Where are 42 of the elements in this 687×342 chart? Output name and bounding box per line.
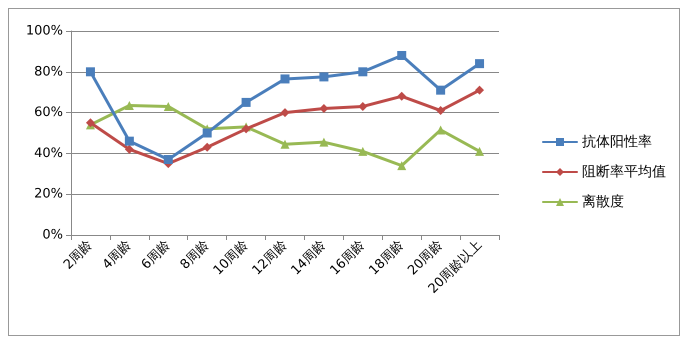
- x-tick-label: 2周龄: [60, 238, 96, 273]
- y-tick-label: 20%: [34, 186, 63, 202]
- point: [242, 98, 251, 107]
- y-tick-label: 100%: [26, 24, 63, 38]
- point: [397, 92, 406, 101]
- point: [475, 59, 484, 68]
- x-tick-label: 14周龄: [288, 238, 330, 278]
- point: [358, 67, 368, 76]
- legend-label: 抗体阳性率: [582, 134, 652, 150]
- legend-label: 阻断率平均值: [582, 164, 666, 180]
- x-tick-label: 8周龄: [178, 238, 212, 273]
- x-tick-label: 4周龄: [100, 238, 135, 273]
- x-tick-label: 10周龄: [210, 238, 252, 278]
- y-tick-label: 0%: [42, 228, 63, 242]
- x-tick-label: 16周龄: [327, 238, 368, 278]
- y-tick-label: 40%: [34, 146, 63, 161]
- point: [280, 74, 290, 84]
- point: [397, 161, 406, 170]
- point: [164, 155, 173, 164]
- point: [319, 138, 328, 147]
- point: [124, 136, 134, 146]
- point: [202, 128, 212, 138]
- point: [280, 140, 290, 149]
- point: [124, 100, 134, 110]
- point: [202, 142, 212, 152]
- y-tick-label: 80%: [34, 64, 63, 80]
- point: [436, 86, 446, 95]
- point: [86, 67, 95, 76]
- point: [358, 146, 368, 156]
- x-tick-label: 6周龄: [138, 238, 174, 273]
- x-tick-label: 18周龄: [366, 238, 408, 278]
- y-tick-label: 60%: [34, 105, 63, 120]
- point: [475, 146, 484, 156]
- point: [280, 108, 290, 118]
- legend-label: 离散度: [582, 194, 624, 210]
- point: [475, 86, 484, 95]
- point: [124, 144, 134, 154]
- x-tick-label: 12周龄: [250, 238, 290, 278]
- point: [319, 72, 328, 82]
- point: [436, 106, 446, 116]
- point: [164, 102, 173, 111]
- point: [397, 50, 406, 60]
